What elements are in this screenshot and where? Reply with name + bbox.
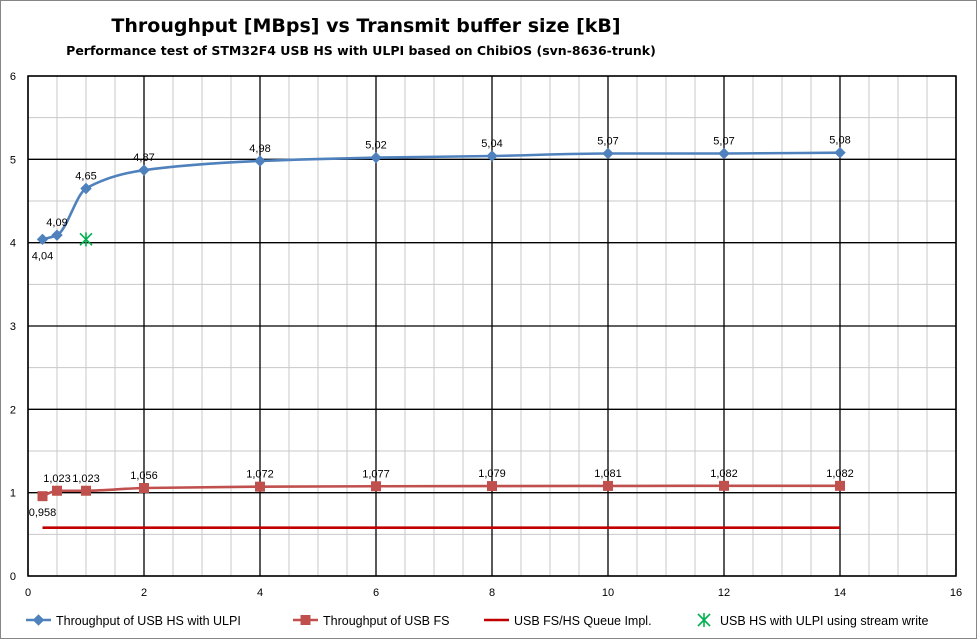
data-label-fs: 1,082 xyxy=(826,468,854,480)
data-point-fs xyxy=(719,480,729,491)
data-point-hs-ulpi xyxy=(486,150,498,162)
data-label-hs-ulpi: 4,09 xyxy=(46,217,67,229)
data-point-hs-ulpi xyxy=(51,229,63,241)
data-label-hs-ulpi: 4,04 xyxy=(32,250,53,262)
data-point-fs xyxy=(139,483,149,493)
data-point-hs-ulpi xyxy=(370,151,382,164)
x-tick-label: 12 xyxy=(718,587,730,599)
data-point-fs xyxy=(52,485,62,496)
data-label-hs-ulpi: 5,08 xyxy=(829,135,850,147)
legend-label-queue-impl: USB FS/HS Queue Impl. xyxy=(514,614,652,628)
x-tick-label: 0 xyxy=(25,587,31,599)
data-label-fs: 1,079 xyxy=(478,468,506,480)
y-tick-label: 0 xyxy=(10,571,16,583)
data-label-fs: 0,958 xyxy=(29,507,57,519)
x-tick-label: 2 xyxy=(141,587,147,599)
y-tick-label: 2 xyxy=(10,404,16,416)
data-labels: 4,04 4,09 4,65 4,87 4,98 5,02 5,04 5,07 5,07 5,08… xyxy=(29,135,854,520)
y-tick-label: 1 xyxy=(10,488,16,500)
data-point-fs xyxy=(255,481,265,492)
y-tick-label: 6 xyxy=(10,71,16,83)
data-label-fs: 1,081 xyxy=(594,468,622,480)
legend-label-stream-write: USB HS with ULPI using stream write xyxy=(720,614,928,628)
data-label-fs: 1,072 xyxy=(246,469,274,481)
data-point-fs xyxy=(371,481,381,492)
data-label-fs: 1,023 xyxy=(72,473,100,485)
data-label-hs-ulpi: 4,98 xyxy=(249,143,270,155)
data-point-hs-ulpi xyxy=(36,233,49,246)
data-label-hs-ulpi: 5,02 xyxy=(365,140,386,152)
data-label-fs: 1,082 xyxy=(710,468,738,480)
y-tick-label: 4 xyxy=(10,238,16,250)
data-point-stream-write xyxy=(79,232,93,247)
data-point-hs-ulpi xyxy=(602,147,614,160)
y-tick-label: 5 xyxy=(10,154,16,166)
y-tick-label: 3 xyxy=(10,321,16,333)
data-label-hs-ulpi: 4,87 xyxy=(133,152,154,164)
data-label-fs: 1,023 xyxy=(43,473,71,485)
legend-marker-fs xyxy=(300,615,311,625)
x-tick-label: 4 xyxy=(257,587,263,599)
data-point-hs-ulpi xyxy=(138,164,150,176)
data-point-hs-ulpi xyxy=(834,146,846,159)
legend-label-hs-ulpi: Throughput of USB HS with ULPI xyxy=(56,614,241,628)
data-point-fs xyxy=(81,485,91,496)
series-layer xyxy=(36,146,846,529)
x-tick-label: 10 xyxy=(602,587,614,599)
plot-border xyxy=(27,75,957,577)
data-point-hs-ulpi xyxy=(718,147,730,160)
legend-marker-hs-ulpi xyxy=(32,614,45,626)
chart-title: Throughput [MBps] vs Transmit buffer siz… xyxy=(111,15,620,37)
data-point-hs-ulpi xyxy=(254,155,266,167)
series-line-hs-ulpi xyxy=(42,151,841,241)
x-tick-label: 16 xyxy=(950,587,962,599)
data-point-fs xyxy=(37,491,48,502)
data-point-fs xyxy=(487,481,497,492)
data-label-hs-ulpi: 5,07 xyxy=(713,136,734,148)
legend: Throughput of USB HS with ULPI Throughput… xyxy=(26,613,928,628)
data-point-fs xyxy=(603,480,613,491)
data-label-hs-ulpi: 5,07 xyxy=(597,136,618,148)
legend-label-fs: Throughput of USB FS xyxy=(323,614,449,628)
chart-subtitle: Performance test of STM32F4 USB HS with … xyxy=(66,43,656,58)
data-point-fs xyxy=(835,480,845,491)
data-label-hs-ulpi: 4,65 xyxy=(75,171,96,183)
data-label-fs: 1,056 xyxy=(130,470,158,482)
data-label-hs-ulpi: 5,04 xyxy=(481,138,502,150)
x-tick-label: 8 xyxy=(489,587,495,599)
data-point-hs-ulpi xyxy=(80,182,92,195)
data-label-fs: 1,077 xyxy=(362,468,390,480)
x-tick-label: 14 xyxy=(834,587,846,599)
x-tick-label: 6 xyxy=(373,587,379,599)
legend-marker-stream-write xyxy=(697,613,711,627)
